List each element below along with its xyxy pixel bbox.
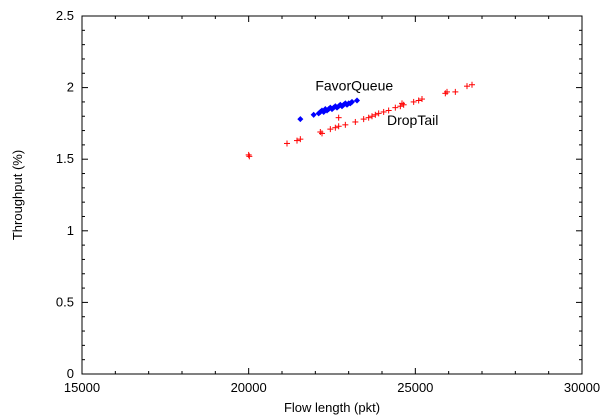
point-droptail — [327, 126, 334, 133]
plot-frame — [81, 15, 583, 375]
y-tick-label: 2.5 — [56, 8, 74, 23]
x-tick-label: 20000 — [231, 380, 267, 395]
point-favorqueue — [353, 97, 361, 104]
point-droptail — [385, 107, 392, 114]
point-droptail — [444, 88, 450, 95]
annotation-favorqueue: FavorQueue — [315, 77, 393, 93]
point-droptail — [464, 83, 470, 90]
axis-tick-labels: 15000 20000 25000 30000 0 0.5 1 1.5 2 2.5 — [56, 8, 600, 395]
point-droptail — [245, 151, 252, 158]
point-favorqueue — [348, 98, 356, 105]
point-droptail — [369, 113, 375, 120]
point-droptail — [246, 153, 253, 160]
point-favorqueue — [310, 111, 317, 118]
point-droptail — [332, 124, 339, 131]
point-droptail — [365, 114, 372, 121]
point-droptail — [297, 136, 304, 143]
point-droptail — [469, 81, 475, 88]
axis-ticks — [81, 15, 583, 375]
point-droptail — [335, 114, 342, 121]
y-tick-label: 1.5 — [56, 151, 74, 166]
point-droptail — [392, 104, 399, 111]
x-tick-label: 30000 — [564, 380, 600, 395]
point-droptail — [400, 101, 407, 108]
point-droptail — [284, 140, 290, 147]
data-points — [245, 81, 475, 160]
point-droptail — [452, 88, 459, 95]
point-droptail — [410, 98, 417, 105]
point-droptail — [294, 137, 300, 144]
point-droptail — [415, 97, 422, 104]
x-axis-label: Flow length (pkt) — [284, 400, 380, 415]
x-tick-label: 15000 — [64, 380, 100, 395]
point-droptail — [335, 123, 342, 130]
point-droptail — [319, 130, 325, 137]
annotation-droptail: DropTail — [387, 112, 438, 128]
y-axis-label: Throughput (%) — [10, 150, 25, 240]
point-droptail — [419, 96, 425, 103]
y-tick-label: 2 — [67, 80, 74, 95]
point-droptail — [342, 121, 349, 128]
point-droptail — [352, 118, 359, 125]
x-tick-label: 25000 — [397, 380, 433, 395]
y-tick-label: 0 — [67, 366, 74, 381]
point-droptail — [372, 111, 379, 118]
point-droptail — [375, 110, 382, 117]
point-favorqueue — [297, 116, 304, 123]
y-tick-label: 0.5 — [56, 294, 74, 309]
y-tick-label: 1 — [67, 223, 74, 238]
point-droptail — [360, 116, 367, 123]
point-droptail — [380, 108, 387, 115]
